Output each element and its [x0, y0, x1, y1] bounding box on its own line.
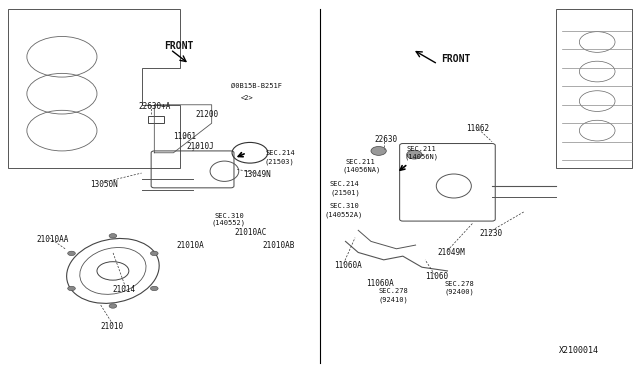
Text: SEC.278: SEC.278 — [444, 281, 474, 287]
Circle shape — [406, 150, 422, 159]
Text: FRONT: FRONT — [441, 54, 470, 64]
Text: 21010AB: 21010AB — [262, 241, 295, 250]
Text: SEC.211: SEC.211 — [406, 146, 436, 152]
Text: SEC.310: SEC.310 — [330, 203, 359, 209]
Text: 21010: 21010 — [100, 322, 124, 331]
Text: (92410): (92410) — [379, 296, 408, 302]
Text: 21010AA: 21010AA — [36, 235, 69, 244]
Text: <2>: <2> — [241, 95, 253, 101]
Text: SEC.211: SEC.211 — [346, 159, 375, 165]
Text: (21503): (21503) — [264, 158, 294, 164]
Text: (21501): (21501) — [331, 189, 360, 196]
Circle shape — [109, 234, 116, 238]
Text: 22630: 22630 — [374, 135, 397, 144]
Text: 21010AC: 21010AC — [234, 228, 266, 237]
Text: 13050N: 13050N — [91, 180, 118, 189]
Text: SEC.278: SEC.278 — [379, 288, 408, 294]
Text: SEC.310: SEC.310 — [215, 212, 244, 218]
Text: 21014: 21014 — [113, 285, 136, 294]
Text: SEC.214: SEC.214 — [330, 181, 359, 187]
Text: 11060: 11060 — [425, 272, 448, 281]
Text: 21049M: 21049M — [438, 248, 466, 257]
Text: 11061: 11061 — [173, 132, 196, 141]
Circle shape — [68, 286, 76, 291]
Text: 21200: 21200 — [196, 109, 219, 119]
Text: SEC.214: SEC.214 — [266, 150, 296, 156]
Circle shape — [68, 251, 76, 256]
Text: FRONT: FRONT — [164, 41, 193, 51]
Circle shape — [371, 147, 387, 155]
Text: Ø0B15B-B251F: Ø0B15B-B251F — [231, 83, 282, 89]
Text: (140552): (140552) — [212, 220, 246, 226]
Text: X2100014: X2100014 — [559, 346, 599, 355]
Text: 11060A: 11060A — [366, 279, 394, 288]
Circle shape — [109, 304, 116, 308]
Text: 21010J: 21010J — [186, 142, 214, 151]
Text: 13049N: 13049N — [244, 170, 271, 179]
Text: 11060A: 11060A — [334, 261, 362, 270]
Circle shape — [150, 251, 158, 256]
Text: 21230: 21230 — [479, 230, 502, 238]
Text: (14056NA): (14056NA) — [342, 167, 381, 173]
Circle shape — [150, 286, 158, 291]
Text: 11062: 11062 — [467, 124, 490, 133]
Text: 22630+A: 22630+A — [138, 102, 171, 111]
Text: 21010A: 21010A — [177, 241, 204, 250]
Text: (92400): (92400) — [444, 289, 474, 295]
Text: (140552A): (140552A) — [324, 211, 363, 218]
Text: (14056N): (14056N) — [404, 154, 438, 160]
Bar — [148, 116, 164, 123]
